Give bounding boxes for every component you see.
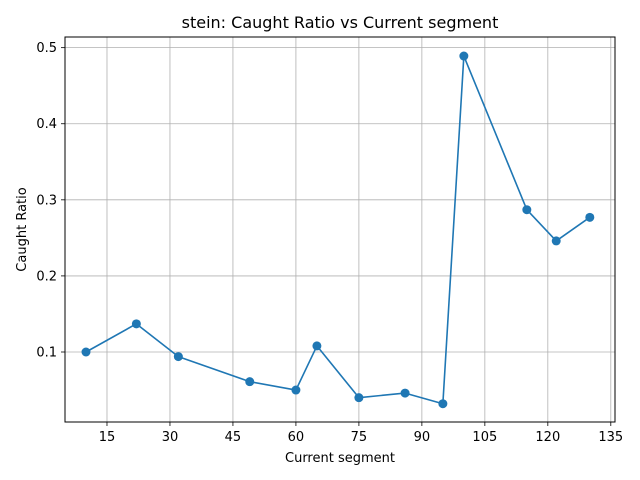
x-tick-label: 135	[598, 430, 623, 445]
y-axis-label: Caught Ratio	[15, 187, 30, 271]
x-axis-ticks: 15 30 45 60 75 90 105 120 135	[99, 422, 623, 445]
data-point	[354, 393, 364, 403]
x-tick-label: 75	[351, 430, 368, 445]
data-point	[291, 385, 301, 395]
x-tick-label: 45	[225, 430, 242, 445]
x-tick-label: 15	[99, 430, 116, 445]
data-point	[459, 51, 469, 61]
data-point	[438, 399, 448, 409]
data-point	[245, 377, 255, 387]
chart-title: stein: Caught Ratio vs Current segment	[182, 13, 499, 32]
data-point	[173, 352, 183, 362]
y-tick-label: 0.1	[36, 346, 57, 361]
data-point	[551, 236, 561, 246]
x-tick-label: 105	[472, 430, 497, 445]
data-point	[400, 388, 410, 398]
y-tick-label: 0.3	[36, 193, 57, 208]
y-axis-ticks: 0.1 0.2 0.3 0.4 0.5	[36, 41, 65, 361]
data-point	[131, 319, 141, 329]
plot-frame	[64, 36, 616, 423]
series-layer	[81, 51, 595, 409]
y-tick-label: 0.2	[36, 269, 57, 284]
x-tick-label: 120	[535, 430, 560, 445]
x-tick-label: 60	[288, 430, 305, 445]
data-point	[312, 341, 322, 351]
x-tick-label: 30	[162, 430, 179, 445]
y-tick-label: 0.5	[36, 41, 57, 56]
x-tick-label: 90	[414, 430, 431, 445]
grid	[65, 37, 615, 422]
y-tick-label: 0.4	[36, 117, 57, 132]
data-point	[81, 347, 91, 357]
data-point	[522, 205, 532, 215]
data-point	[585, 212, 595, 222]
x-axis-label: Current segment	[285, 451, 395, 466]
